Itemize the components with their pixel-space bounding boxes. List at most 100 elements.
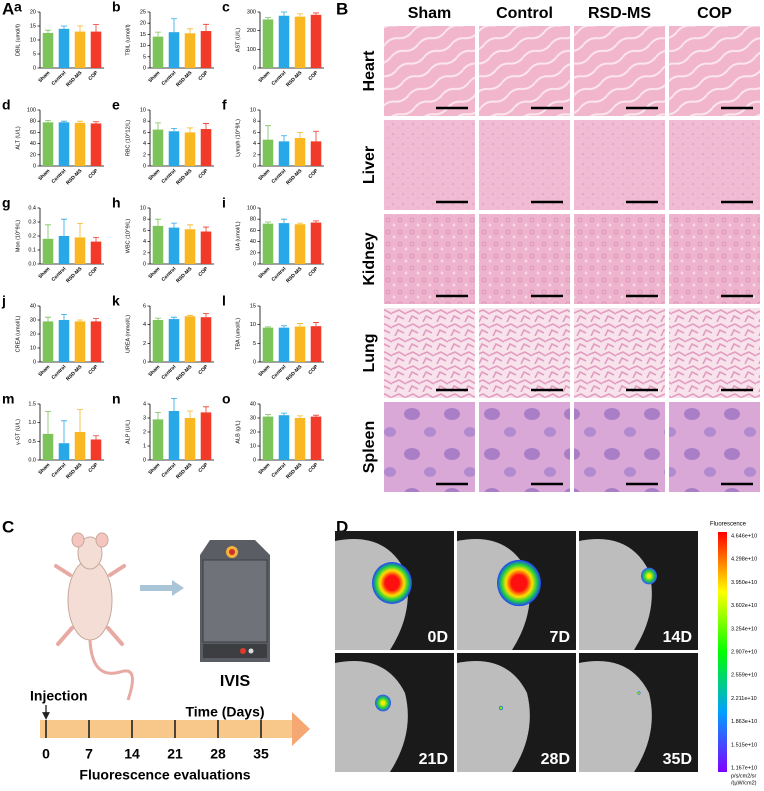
bar	[184, 316, 196, 362]
y-axis-label: AST (U/L)	[235, 28, 241, 53]
bar	[90, 31, 102, 69]
error-bar	[265, 17, 271, 20]
histology-image	[384, 214, 475, 304]
error-bar	[45, 316, 51, 322]
colorbar-title: Fluorescence	[710, 522, 747, 528]
error-bar	[45, 224, 51, 239]
histology-image	[574, 120, 665, 210]
bar	[90, 439, 102, 460]
fluorescence-signal	[497, 559, 541, 607]
y-tick-label: 10	[30, 37, 36, 43]
y-tick-label: 0	[33, 65, 36, 71]
timeline-day: 7	[85, 746, 93, 762]
error-bar	[77, 120, 83, 123]
error-bar	[187, 224, 193, 230]
error-bar	[281, 11, 287, 16]
bar	[42, 238, 54, 264]
error-bar	[265, 125, 271, 140]
y-tick-label: 10	[140, 43, 146, 49]
bar	[200, 129, 212, 166]
y-tick-label: 30	[250, 415, 256, 421]
bar	[310, 14, 322, 69]
bar	[58, 28, 70, 68]
error-bar	[61, 420, 67, 444]
y-tick-label: 15	[30, 23, 36, 29]
y-axis-label: UA (umol/L)	[235, 221, 241, 250]
y-tick-label: 20	[30, 9, 36, 15]
bar	[310, 222, 322, 264]
colorbar-label: 2.907e+10	[731, 649, 757, 655]
histology-image	[479, 120, 570, 210]
y-tick-label: 5	[33, 51, 36, 57]
error-bar	[155, 412, 161, 420]
colorbar	[718, 532, 727, 772]
histology-image	[669, 120, 760, 210]
x-tick-label: RSD-MS	[65, 462, 84, 481]
error-bar	[171, 128, 177, 132]
row-label: Heart	[361, 50, 378, 92]
histology-image	[574, 214, 665, 304]
y-tick-label: 4	[143, 141, 146, 147]
error-bar	[77, 409, 83, 432]
y-tick-label: 2	[143, 429, 146, 435]
y-axis-label: Mon (10^9/L)	[15, 220, 21, 252]
bar	[200, 231, 212, 264]
y-tick-label: 60	[30, 130, 36, 136]
bar	[294, 16, 306, 69]
x-tick-label: Sham	[147, 266, 161, 280]
y-tick-label: 5	[253, 341, 256, 347]
y-axis-label: UREA (mmol/L)	[125, 315, 131, 353]
x-tick-label: COP	[87, 70, 99, 82]
mouse-silhouette	[335, 661, 408, 772]
x-tick-label: Sham	[257, 462, 271, 476]
error-bar	[61, 314, 67, 320]
y-tick-label: 2	[253, 152, 256, 158]
y-tick-label: 60	[250, 228, 256, 234]
mouse-silhouette	[579, 539, 652, 650]
column-header: COP	[697, 5, 732, 22]
bar	[90, 123, 102, 166]
subpanel-label: b	[112, 0, 121, 15]
colorbar-label: 1.167e+10	[731, 765, 757, 771]
y-tick-label: 0.4	[28, 205, 36, 211]
y-tick-label: 20	[30, 331, 36, 337]
error-bar	[61, 218, 67, 236]
y-tick-label: 15	[140, 32, 146, 38]
histology-image	[574, 308, 665, 398]
timeline-day: 28	[210, 746, 226, 762]
y-tick-label: 100	[27, 107, 36, 113]
y-tick-label: 100	[247, 47, 256, 53]
histology-image	[384, 308, 475, 398]
panel-label: C	[2, 517, 14, 536]
bar	[152, 320, 164, 362]
y-tick-label: 0	[253, 359, 256, 365]
x-tick-label: Sham	[257, 168, 271, 182]
y-tick-label: 3	[143, 415, 146, 421]
x-tick-label: COP	[307, 70, 319, 82]
y-tick-label: 10	[140, 107, 146, 113]
error-bar	[61, 120, 67, 123]
y-tick-label: 2	[143, 250, 146, 256]
bar	[152, 129, 164, 166]
timepoint-label: 0D	[428, 629, 448, 646]
bar	[184, 33, 196, 68]
error-bar	[77, 223, 83, 238]
error-bar	[45, 29, 51, 33]
timepoint-label: 7D	[550, 629, 570, 646]
y-tick-label: 1	[143, 443, 146, 449]
y-axis-label: ALT (U/L)	[15, 126, 21, 149]
bar	[168, 411, 180, 460]
y-tick-label: 30	[30, 317, 36, 323]
y-tick-label: 40	[250, 239, 256, 245]
subpanel-label: e	[112, 97, 120, 113]
y-tick-label: 20	[250, 250, 256, 256]
x-tick-label: Sham	[147, 168, 161, 182]
row-label: Spleen	[361, 421, 378, 473]
y-tick-label: 4	[143, 401, 146, 407]
bar	[74, 321, 86, 362]
bar	[152, 225, 164, 264]
